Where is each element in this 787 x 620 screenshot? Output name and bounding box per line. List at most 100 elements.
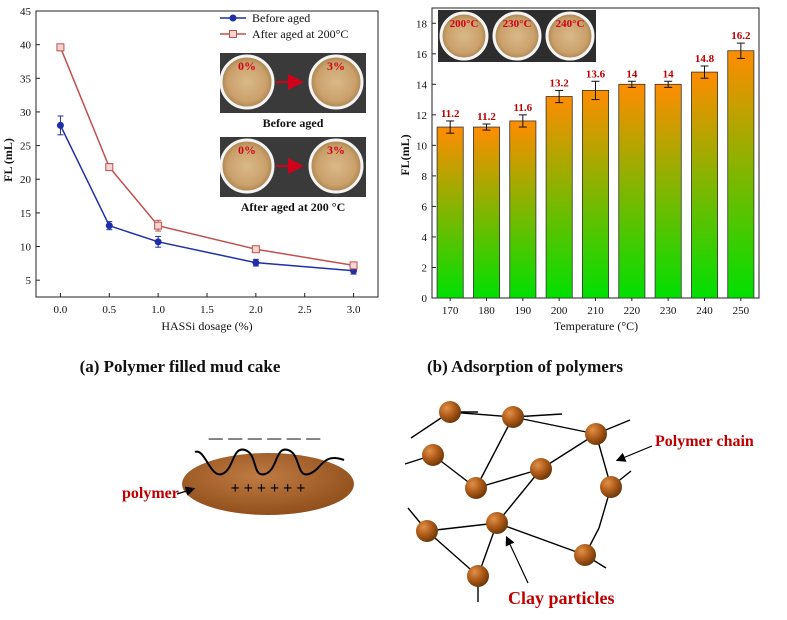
x-tick-label: 1.5 xyxy=(200,304,214,316)
clay-particles-label: Clay particles xyxy=(508,588,614,608)
data-point-before-aged xyxy=(252,259,260,267)
data-label: 13.6 xyxy=(586,68,606,80)
y-tick-label: 25 xyxy=(20,141,32,153)
chart-a-y-axis-label: FL (mL) xyxy=(1,138,15,182)
clay-particle xyxy=(439,401,461,423)
y-tick-label: 15 xyxy=(20,208,32,220)
y-tick-label: 35 xyxy=(20,73,32,85)
clay-particle xyxy=(600,476,622,498)
bar-230 xyxy=(654,83,682,299)
photo-label-200c: 200°C xyxy=(450,18,479,30)
inset-caption-before-aged: Before aged xyxy=(263,116,324,130)
data-point-before-aged xyxy=(56,121,64,129)
data-point-after-aged xyxy=(56,43,65,52)
data-label: 11.2 xyxy=(441,108,460,120)
x-tick-label: 230 xyxy=(660,305,677,317)
y-tick-label: 5 xyxy=(26,275,32,287)
bar-180 xyxy=(473,126,500,299)
y-tick-label: 10 xyxy=(416,140,428,152)
y-tick-label: 12 xyxy=(416,110,427,122)
bar-240 xyxy=(691,71,718,299)
photo-dish-200c xyxy=(439,11,489,61)
data-label: 14 xyxy=(626,68,638,80)
clay-particle xyxy=(467,565,489,587)
clay-particle xyxy=(465,477,487,499)
clay-particle xyxy=(416,520,438,542)
bar-250 xyxy=(727,50,755,299)
mud-cake-diagram: — — — — — — + + + + + + polymer xyxy=(122,431,354,515)
data-point-after-aged xyxy=(251,245,260,254)
photo-dish-230c xyxy=(492,11,542,61)
y-tick-label: 10 xyxy=(20,242,32,254)
x-tick-label: 190 xyxy=(515,305,532,317)
x-tick-label: 2.0 xyxy=(249,304,263,316)
chart-b-bars: 11.2 170 11.2 180 11.6 190 13.2 200 13.6 210 14 220… xyxy=(436,30,755,317)
clay-particle xyxy=(574,544,596,566)
x-tick-label: 180 xyxy=(478,305,495,317)
chart-a-x-axis: 0.0 0.5 1.0 1.5 2.0 2.5 3.0 xyxy=(54,293,361,316)
clay-particle xyxy=(486,512,508,534)
polymer-label: polymer xyxy=(122,485,179,502)
photo-label-230c: 230°C xyxy=(503,18,532,30)
photo-dish-3pct xyxy=(308,54,364,110)
photo-dish-0pct xyxy=(219,54,275,110)
y-tick-label: 4 xyxy=(422,232,428,244)
chart-b-y-axis: 0 2 4 6 8 10 12 14 16 18 xyxy=(416,18,436,305)
bar-170 xyxy=(436,126,464,299)
x-tick-label: 1.0 xyxy=(151,304,165,316)
chart-b-inset-photos: 200°C 230°C 240°C xyxy=(438,10,596,62)
y-tick-label: 14 xyxy=(416,79,428,91)
x-tick-label: 240 xyxy=(696,305,713,317)
legend-marker-before-aged xyxy=(229,14,237,22)
photo-label-240c: 240°C xyxy=(556,18,585,30)
x-tick-label: 200 xyxy=(551,305,568,317)
y-tick-label: 0 xyxy=(422,293,428,305)
y-tick-label: 18 xyxy=(416,18,428,30)
photo-label-3pct-aged: 3% xyxy=(327,143,345,157)
polymer-chain-pointer xyxy=(615,445,653,462)
data-point-before-aged xyxy=(154,238,162,246)
clay-particle xyxy=(585,423,607,445)
data-label: 11.2 xyxy=(477,111,496,123)
y-tick-label: 45 xyxy=(20,6,32,18)
data-label: 16.2 xyxy=(731,30,751,42)
photo-label-0pct: 0% xyxy=(238,59,256,73)
x-tick-label: 2.5 xyxy=(298,304,312,316)
polymer-chain-label: Polymer chain xyxy=(655,433,754,450)
x-tick-label: 3.0 xyxy=(347,304,361,316)
data-label: 13.2 xyxy=(550,77,570,89)
y-tick-label: 40 xyxy=(20,40,32,52)
x-tick-label: 0.5 xyxy=(102,304,116,316)
inset-photo-row-before-aged: 0% 3% xyxy=(219,53,366,113)
data-label: 11.6 xyxy=(514,102,533,114)
photo-label-0pct-aged: 0% xyxy=(238,143,256,157)
data-point-before-aged xyxy=(105,222,113,230)
legend-marker-after-aged xyxy=(229,30,237,38)
x-tick-label: 250 xyxy=(733,305,750,317)
data-point-after-aged xyxy=(105,163,114,172)
negative-surface-charges: — — — — — — xyxy=(208,431,322,446)
chart-b: 0 2 4 6 8 10 12 14 16 18 11.2 170 11.2 180 11.6 190 13.… xyxy=(398,7,760,376)
bar-210 xyxy=(582,90,609,299)
data-label: 14.8 xyxy=(695,53,715,65)
bar-220 xyxy=(618,83,646,299)
bar-190 xyxy=(509,120,537,299)
y-tick-label: 2 xyxy=(422,262,428,274)
clay-particle xyxy=(530,458,552,480)
x-tick-label: 210 xyxy=(587,305,604,317)
y-tick-label: 6 xyxy=(422,201,428,213)
chart-a-y-axis: 5 10 15 20 25 30 35 40 45 xyxy=(20,6,40,287)
legend-label-after-aged: After aged at 200°C xyxy=(252,27,348,41)
positive-charges: + + + + + + xyxy=(231,480,306,497)
x-tick-label: 220 xyxy=(624,305,641,317)
chart-a-caption: (a) Polymer filled mud cake xyxy=(80,357,281,376)
legend-label-before-aged: Before aged xyxy=(252,11,310,25)
clay-particles-pointer xyxy=(505,535,529,584)
chart-b-y-axis-label: FL(mL) xyxy=(398,134,412,175)
y-tick-label: 16 xyxy=(416,49,428,61)
polymer-wave xyxy=(194,448,345,476)
clay-particle-ellipse xyxy=(182,453,354,515)
chart-a-x-axis-label: HASSi dosage (%) xyxy=(161,319,252,333)
